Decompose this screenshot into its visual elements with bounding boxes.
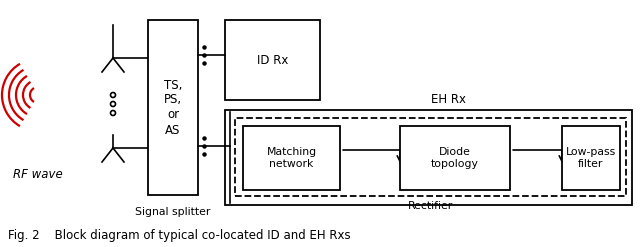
Text: Fig. 2    Block diagram of typical co-located ID and EH Rxs: Fig. 2 Block diagram of typical co-locat…: [8, 229, 351, 242]
Text: Signal splitter: Signal splitter: [135, 207, 211, 217]
Text: Low-pass
filter: Low-pass filter: [566, 147, 616, 169]
Text: EH Rx: EH Rx: [431, 93, 467, 106]
Text: ID Rx: ID Rx: [257, 54, 288, 66]
Bar: [225, 110, 632, 205]
Bar: [148, 20, 198, 195]
Text: Rectifier: Rectifier: [408, 201, 453, 211]
Text: Diode
topology: Diode topology: [431, 147, 479, 169]
Text: Matching
network: Matching network: [266, 147, 317, 169]
Bar: [243, 126, 340, 190]
Text: TS,
PS,
or
AS: TS, PS, or AS: [164, 79, 182, 137]
Bar: [235, 118, 626, 196]
Bar: [225, 20, 320, 100]
Text: RF wave: RF wave: [13, 168, 63, 182]
Bar: [562, 126, 620, 190]
Bar: [400, 126, 510, 190]
